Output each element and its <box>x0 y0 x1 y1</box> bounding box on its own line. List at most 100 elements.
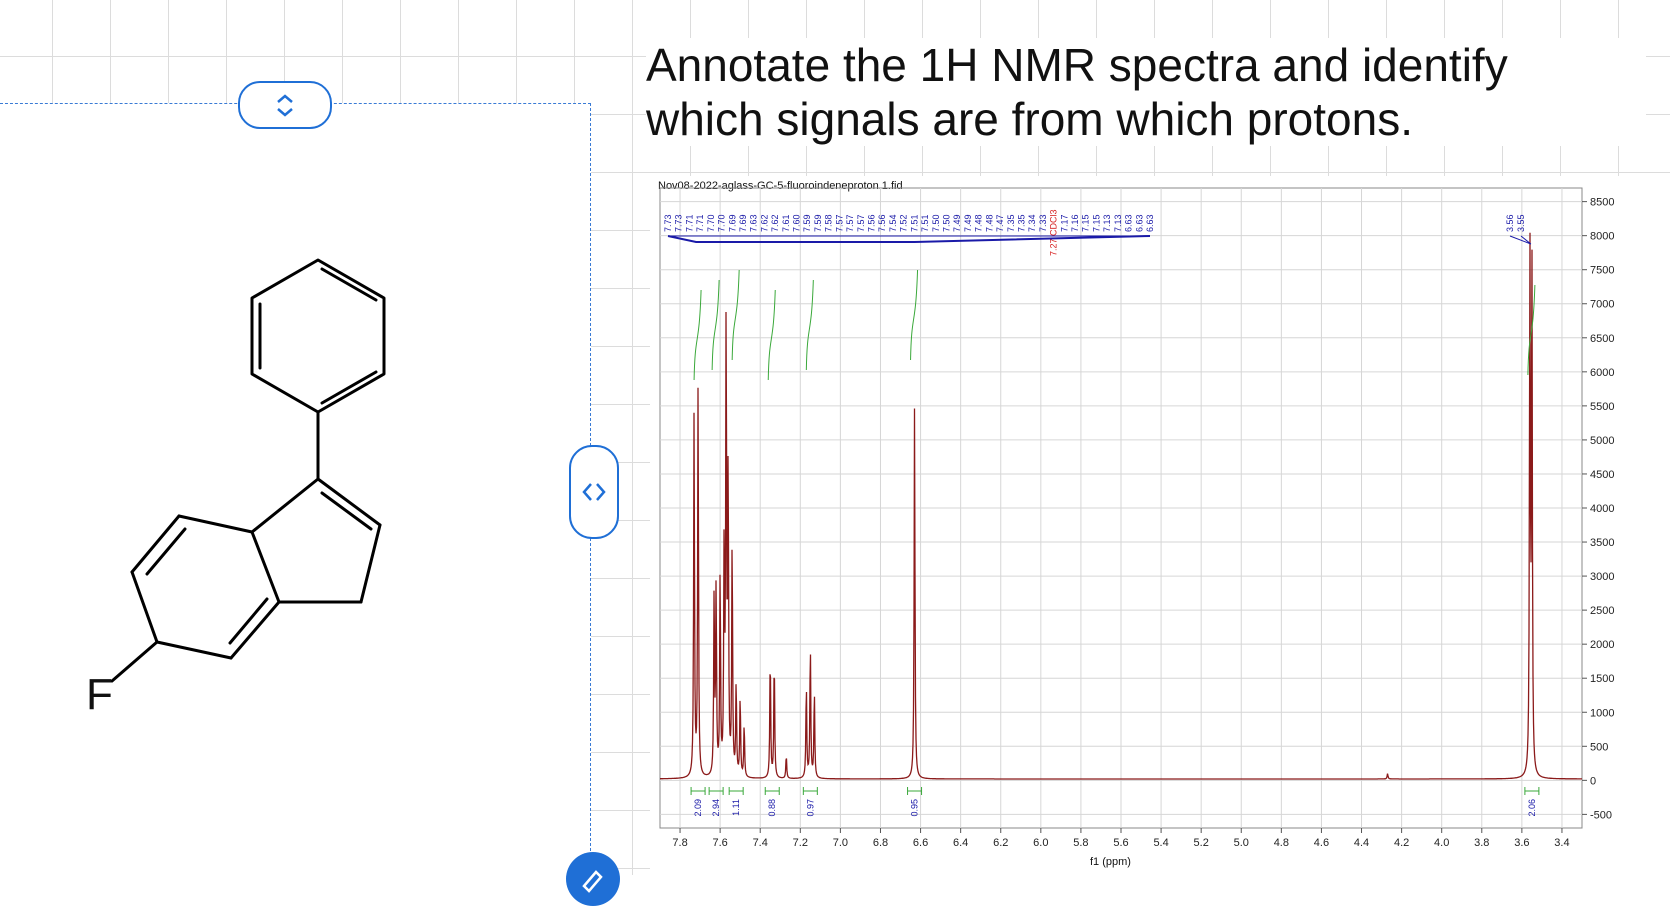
peak-label: 6.63 <box>1124 214 1134 232</box>
y-tick-label: 2500 <box>1590 605 1614 617</box>
nmr-spectrum-chart: 8500800075007000650060005500500045004000… <box>659 187 1614 849</box>
x-tick-label: 4.8 <box>1274 837 1289 849</box>
x-tick-label: 6.4 <box>953 837 968 849</box>
chevron-left-right-icon <box>582 483 606 501</box>
y-tick-label: 3500 <box>1590 537 1614 549</box>
peak-label: 3.55 <box>1516 214 1526 232</box>
x-tick-label: 4.2 <box>1394 837 1409 849</box>
x-tick-label: 5.4 <box>1153 837 1168 849</box>
peak-label: 7.59 <box>813 214 823 232</box>
peak-label: 7.63 <box>749 214 759 232</box>
x-tick-label: 6.0 <box>1033 837 1048 849</box>
peak-label: 7.34 <box>1027 214 1037 232</box>
peak-label: 7.33 <box>1038 214 1048 232</box>
integral-value: 0.88 <box>767 799 777 817</box>
peak-label: 7.35 <box>1006 214 1016 232</box>
peak-label: 7.69 <box>738 214 748 232</box>
integral-value: 2.06 <box>1527 799 1537 817</box>
x-tick-label: 7.8 <box>672 837 687 849</box>
x-axis-tick-labels: 7.8 7.6 7.4 7.2 7.0 6.8 6.6 6.4 6.2 6.0 5.8 5.6 5.4 5… <box>672 837 1569 849</box>
integrals: 2.09 2.94 1.11 0.88 0.97 0.95 2.06 <box>690 269 1540 817</box>
peak-label: 7.17 <box>1059 214 1069 232</box>
integral-curve <box>693 289 702 381</box>
x-tick-label: 7.6 <box>712 837 727 849</box>
nmr-spectrum-panel <box>650 176 1670 875</box>
peak-label: 7.73 <box>674 214 684 232</box>
spectrum-line <box>660 232 1582 780</box>
integral-value: 2.09 <box>693 799 703 817</box>
y-axis-tick-labels: 8500800075007000650060005500500045004000… <box>1590 197 1614 822</box>
y-tick-label: 0 <box>1590 775 1596 787</box>
peak-label: 7.57 <box>845 214 855 232</box>
peak-label: 7.27 CDCl3 <box>1049 209 1059 256</box>
x-tick-label: 5.2 <box>1194 837 1209 849</box>
y-tick-label: 5500 <box>1590 401 1614 413</box>
chevron-up-down-icon <box>277 94 293 117</box>
peak-label: 7.71 <box>695 214 705 232</box>
molecule-structure: F <box>86 258 386 719</box>
peak-label: 7.60 <box>792 214 802 232</box>
peak-label: 7.47 <box>995 214 1005 232</box>
peak-label: 7.15 <box>1091 214 1101 232</box>
x-tick-label: 6.6 <box>913 837 928 849</box>
peak-label: 7.73 <box>663 214 673 232</box>
y-tick-label: -500 <box>1590 809 1612 821</box>
x-tick-label: 7.2 <box>793 837 808 849</box>
peak-label-leader <box>1509 235 1532 245</box>
y-tick-label: 4000 <box>1590 503 1614 515</box>
y-tick-label: 7500 <box>1590 265 1614 277</box>
integral-curve <box>805 279 814 371</box>
peak-label: 3.56 <box>1505 214 1515 232</box>
y-tick-label: 1500 <box>1590 673 1614 685</box>
panel-resize-handle-vertical[interactable] <box>238 81 332 129</box>
peak-label: 7.49 <box>963 214 973 232</box>
peak-label: 7.50 <box>931 214 941 232</box>
x-tick-label: 7.4 <box>753 837 768 849</box>
x-tick-label: 3.6 <box>1514 837 1529 849</box>
peak-label: 7.70 <box>706 214 716 232</box>
x-tick-label: 4.6 <box>1314 837 1329 849</box>
y-tick-label: 7000 <box>1590 299 1614 311</box>
integral-curve <box>767 289 776 381</box>
x-tick-label: 3.4 <box>1554 837 1569 849</box>
peak-label: 7.15 <box>1081 214 1091 232</box>
y-tick-label: 2000 <box>1590 639 1614 651</box>
peak-label: 7.52 <box>899 214 909 232</box>
peak-label: 7.48 <box>984 214 994 232</box>
integral-value: 1.11 <box>731 799 741 816</box>
fluorine-label: F <box>86 670 113 719</box>
spectrum-trace <box>660 232 1582 780</box>
panel-resize-handle-horizontal[interactable] <box>569 445 619 539</box>
peak-labels: 7.73 7.73 7.71 7.71 7.70 7.70 7.69 7.69 7.63 7.62… <box>663 209 1532 256</box>
molecule-panel[interactable]: F <box>0 103 591 876</box>
question-text: Annotate the 1H NMR spectra and identify… <box>646 38 1646 146</box>
question-line-1: Annotate the 1H NMR spectra and identify <box>646 39 1508 91</box>
x-axis-label: f1 (ppm) <box>1090 856 1131 868</box>
integral-curve <box>711 279 720 371</box>
y-tick-label: 3000 <box>1590 571 1614 583</box>
integral-curve <box>731 269 740 361</box>
peak-label: 7.57 <box>856 214 866 232</box>
question-line-2: which signals are from which protons. <box>646 93 1413 145</box>
x-tick-label: 4.4 <box>1354 837 1369 849</box>
x-tick-label: 5.8 <box>1073 837 1088 849</box>
peak-label: 7.61 <box>781 214 791 232</box>
peak-label: 7.58 <box>824 214 834 232</box>
peak-label: 6.63 <box>1134 214 1144 232</box>
peak-label: 7.56 <box>877 214 887 232</box>
y-tick-label: 1000 <box>1590 707 1614 719</box>
peak-label: 7.56 <box>867 214 877 232</box>
integral-curve <box>910 269 919 361</box>
peak-label: 7.62 <box>759 214 769 232</box>
spectrum-grid <box>659 187 1587 833</box>
x-tick-label: 6.8 <box>873 837 888 849</box>
peak-label: 7.51 <box>909 214 919 232</box>
peak-label: 7.13 <box>1102 214 1112 232</box>
peak-label: 7.59 <box>802 214 812 232</box>
x-tick-label: 5.0 <box>1234 837 1249 849</box>
y-tick-label: 5000 <box>1590 435 1614 447</box>
peak-label: 7.50 <box>941 214 951 232</box>
integral-value: 2.94 <box>711 799 721 817</box>
integral-value: 0.97 <box>805 799 815 817</box>
peak-label: 7.51 <box>920 214 930 232</box>
